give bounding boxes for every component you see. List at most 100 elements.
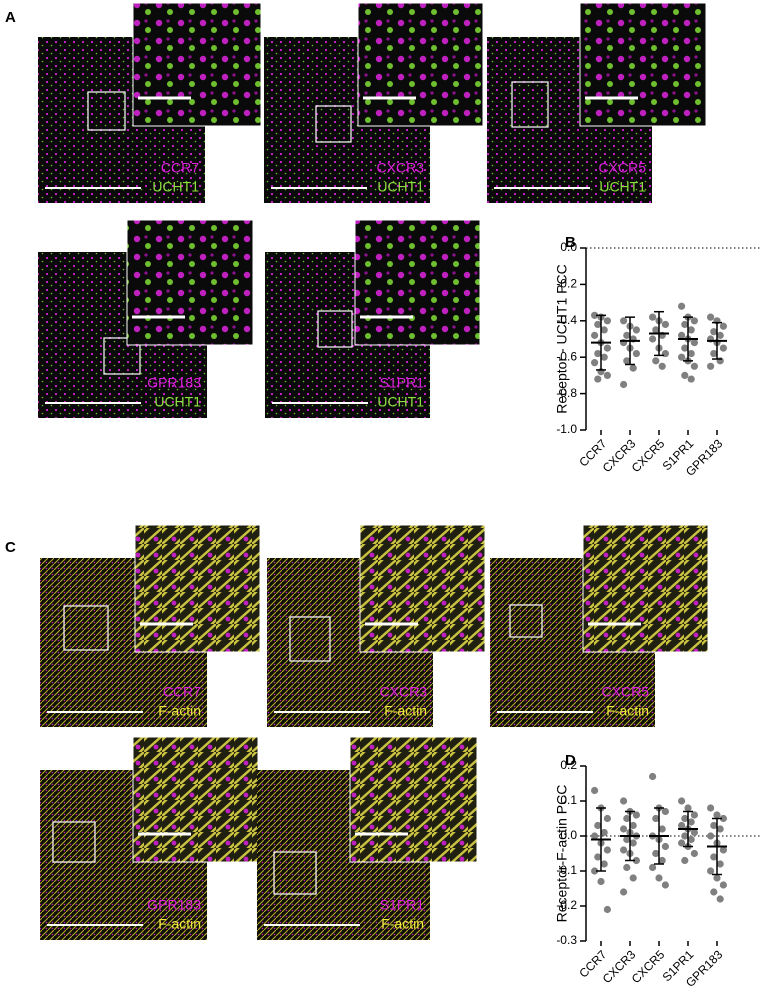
data-point xyxy=(649,335,657,343)
receptor-label: GPR183 xyxy=(147,897,201,913)
data-point xyxy=(652,357,660,365)
data-point xyxy=(707,362,715,370)
marker-label: UCHT1 xyxy=(152,179,199,195)
receptor-label: S1PR1 xyxy=(380,375,425,391)
data-point xyxy=(649,863,657,872)
data-point xyxy=(629,364,637,372)
inset xyxy=(579,2,707,127)
data-point xyxy=(591,832,599,840)
data-point xyxy=(652,814,660,823)
panel-letter: C xyxy=(5,539,16,556)
data-point xyxy=(661,881,670,889)
data-point xyxy=(707,804,715,812)
data-point xyxy=(632,811,641,819)
y-tick-label: -1.0 xyxy=(556,422,577,436)
inset xyxy=(582,524,709,653)
inset xyxy=(359,524,486,653)
data-point xyxy=(690,849,699,858)
data-point xyxy=(690,362,699,370)
roi-box xyxy=(315,105,352,143)
roi-box xyxy=(63,605,109,651)
data-point xyxy=(716,860,724,868)
data-point xyxy=(710,328,718,336)
data-point xyxy=(597,877,605,886)
y-tick-label: 0.2 xyxy=(560,758,577,772)
inset xyxy=(132,2,262,127)
roi-box xyxy=(509,604,543,638)
data-point xyxy=(690,828,699,837)
y-tick-label: -0.4 xyxy=(556,313,577,327)
roi-box xyxy=(87,91,126,131)
data-point xyxy=(678,839,686,847)
receptor-label: CCR7 xyxy=(161,160,199,176)
y-tick-label: -0.3 xyxy=(556,933,577,947)
data-point xyxy=(652,849,660,858)
data-point xyxy=(600,353,608,361)
y-tick-label: 0.1 xyxy=(560,793,577,807)
data-point xyxy=(681,344,689,352)
panel-letter: A xyxy=(5,9,16,26)
y-tick-label: -0.6 xyxy=(556,349,577,363)
data-point xyxy=(687,349,695,358)
data-point xyxy=(710,821,718,830)
data-point xyxy=(681,832,689,840)
marker-label: UCHT1 xyxy=(154,394,201,410)
roi-box xyxy=(289,616,331,662)
data-point xyxy=(690,811,699,819)
data-point xyxy=(623,814,631,823)
receptor-label: CCR7 xyxy=(163,684,201,700)
data-point xyxy=(649,772,657,781)
data-point xyxy=(661,807,670,816)
inset xyxy=(126,219,254,346)
data-point xyxy=(684,804,692,812)
data-point xyxy=(620,380,628,389)
x-tick-label: CXCR5 xyxy=(629,436,668,475)
data-point xyxy=(690,339,699,347)
data-point xyxy=(661,842,670,851)
data-point xyxy=(710,853,718,861)
data-point xyxy=(661,320,670,329)
data-point xyxy=(594,320,602,329)
data-point xyxy=(652,326,660,334)
data-point xyxy=(707,867,715,875)
data-point xyxy=(620,797,628,805)
data-point xyxy=(710,349,718,358)
roi-box xyxy=(273,851,317,895)
data-point xyxy=(600,828,608,837)
y-tick-label: -0.2 xyxy=(556,898,577,912)
data-point xyxy=(681,371,689,379)
data-point xyxy=(687,835,695,844)
data-point xyxy=(620,317,628,325)
data-point xyxy=(594,821,602,830)
data-point xyxy=(600,326,608,334)
data-point xyxy=(620,888,628,896)
data-point xyxy=(687,375,695,383)
data-point xyxy=(707,313,715,321)
data-point xyxy=(632,326,641,334)
data-point xyxy=(594,375,602,383)
data-point xyxy=(623,331,631,339)
data-point xyxy=(591,867,599,875)
data-point xyxy=(716,895,724,903)
data-point xyxy=(719,322,728,330)
marker-label: UCHT1 xyxy=(599,179,646,195)
data-point xyxy=(716,825,724,833)
receptor-label: S1PR1 xyxy=(380,897,425,913)
inset xyxy=(349,736,478,863)
y-tick-label: 0.0 xyxy=(560,828,577,842)
y-tick-label: 0.0 xyxy=(560,240,577,254)
data-point xyxy=(707,832,715,840)
data-point xyxy=(681,856,689,865)
data-point xyxy=(719,846,728,854)
receptor-label: GPR183 xyxy=(147,375,201,391)
inset xyxy=(132,736,259,863)
data-point xyxy=(629,821,637,830)
data-point xyxy=(603,905,612,914)
data-point xyxy=(719,344,728,352)
inset xyxy=(134,524,261,653)
data-point xyxy=(658,856,666,865)
data-point xyxy=(678,331,686,339)
x-tick-label: CXCR5 xyxy=(629,947,668,986)
marker-label: F-actin xyxy=(158,703,201,719)
data-point xyxy=(655,874,663,882)
